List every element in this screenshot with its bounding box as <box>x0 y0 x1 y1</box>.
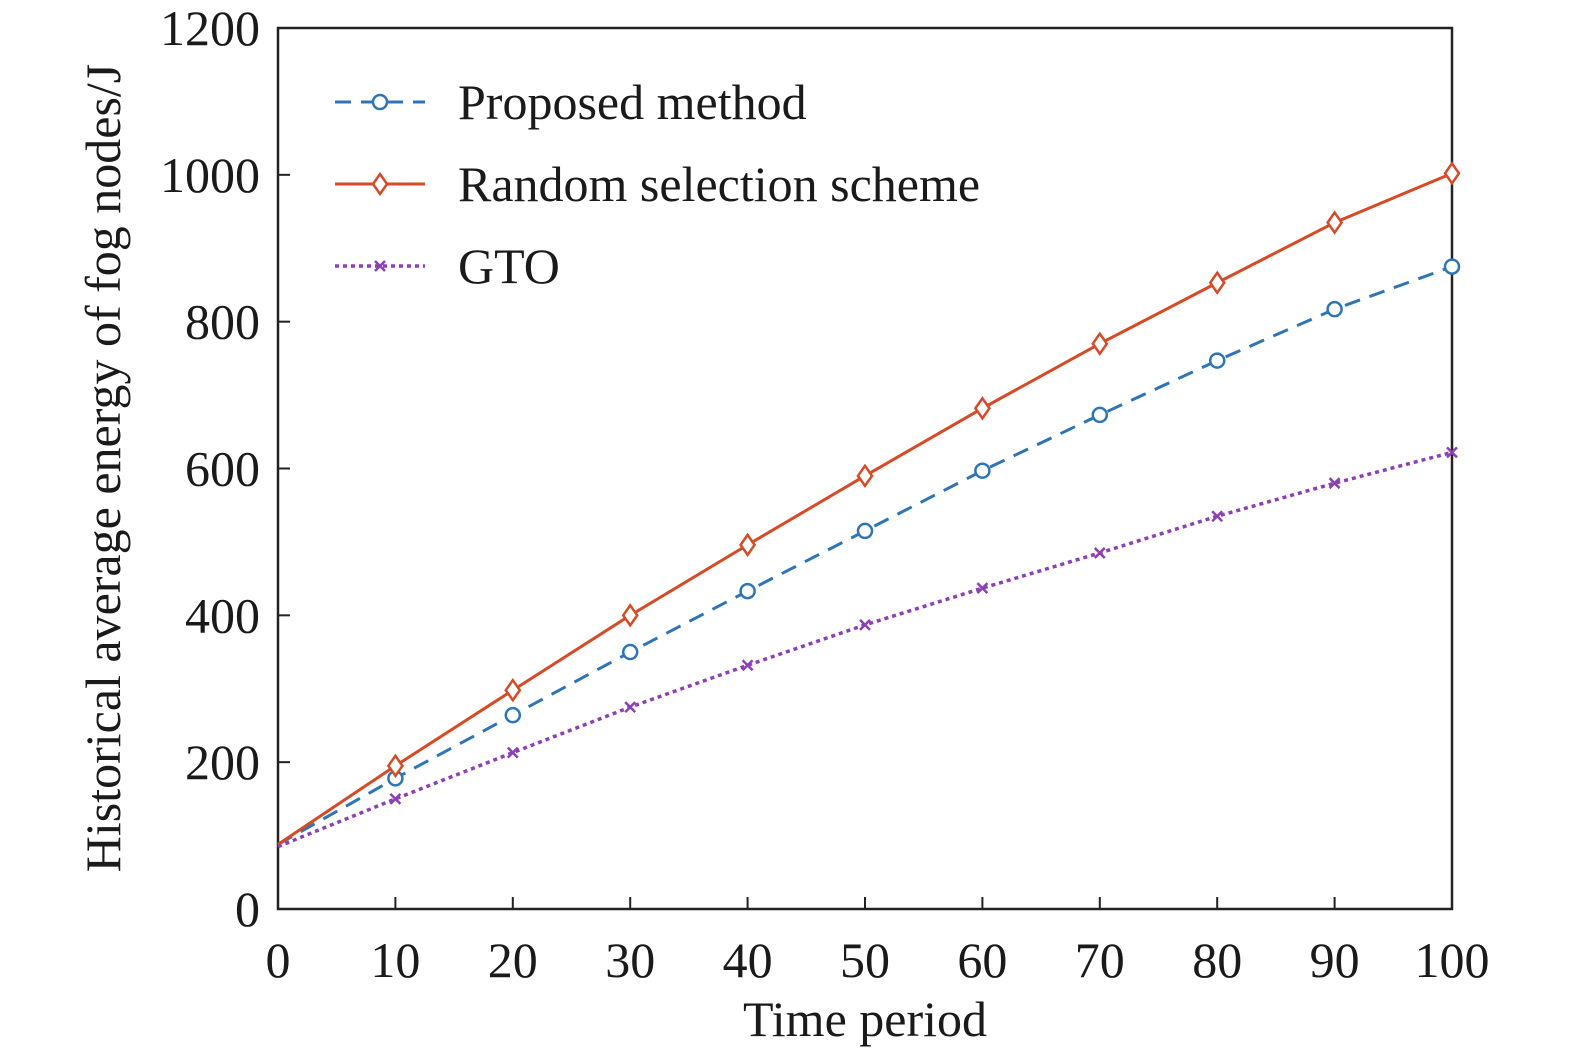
x-tick-label: 70 <box>1075 932 1125 988</box>
y-tick-label: 800 <box>185 294 260 350</box>
data-point <box>741 659 754 672</box>
x-tick-label: 50 <box>840 932 890 988</box>
series-1 <box>277 161 1461 846</box>
legend-marker <box>371 171 389 197</box>
data-point <box>976 582 989 595</box>
data-point <box>1093 547 1106 559</box>
data-point <box>1328 477 1341 490</box>
data-point <box>1208 352 1226 369</box>
data-point <box>1326 300 1343 318</box>
data-point <box>739 582 756 600</box>
y-axis-title: Historical average energy of fog nodes/J <box>75 64 131 873</box>
data-point <box>1443 258 1461 275</box>
x-tick-label: 0 <box>266 932 291 988</box>
data-point <box>739 532 757 558</box>
data-point <box>386 753 404 779</box>
data-point <box>859 618 871 631</box>
x-tick-label: 30 <box>605 932 655 988</box>
x-tick-label: 40 <box>723 932 773 988</box>
legend-label: Proposed method <box>458 74 807 130</box>
data-point <box>1326 210 1344 235</box>
legend-label: GTO <box>458 238 560 294</box>
x-tick-label: 10 <box>370 932 420 988</box>
legend-marker <box>374 260 386 272</box>
data-point <box>624 701 637 713</box>
y-tick-label: 400 <box>185 587 260 643</box>
series-0 <box>277 258 1461 846</box>
y-tick-label: 1000 <box>160 147 260 203</box>
x-tick-label: 60 <box>957 932 1007 988</box>
y-tick-label: 600 <box>185 441 260 497</box>
legend-item: GTO <box>335 238 560 294</box>
data-point <box>1211 510 1224 523</box>
data-point <box>504 678 522 703</box>
x-axis-title: Time period <box>743 991 987 1047</box>
data-point <box>506 746 519 759</box>
x-axis-ticks: 0 10 20 30 40 50 60 70 80 90 100 <box>266 897 1490 988</box>
data-point <box>974 462 991 479</box>
data-point <box>1091 331 1109 356</box>
data-point <box>621 603 639 628</box>
legend: Proposed method Random selection scheme GT… <box>335 74 980 294</box>
data-point <box>856 522 874 540</box>
data-point <box>1091 406 1109 424</box>
data-point <box>973 396 991 421</box>
x-tick-label: 90 <box>1310 932 1360 988</box>
x-tick-label: 20 <box>488 932 538 988</box>
series-line <box>277 171 1453 846</box>
y-tick-label: 0 <box>235 881 260 937</box>
data-point <box>621 643 639 661</box>
legend-marker <box>371 93 389 111</box>
data-point <box>389 792 402 805</box>
legend-item: Random selection scheme <box>335 156 980 212</box>
data-point <box>504 706 522 724</box>
data-point <box>1446 446 1458 459</box>
legend-label: Random selection scheme <box>458 156 980 212</box>
series-2 <box>277 446 1458 849</box>
data-point <box>1208 270 1226 295</box>
legend-item: Proposed method <box>335 74 807 130</box>
series-layer <box>277 161 1461 849</box>
data-point <box>1443 161 1461 186</box>
data-point <box>856 463 874 489</box>
y-tick-label: 1200 <box>160 0 260 56</box>
series-line <box>277 450 1453 849</box>
y-tick-label: 200 <box>185 734 260 790</box>
y-axis-ticks: 0 200 400 600 800 1000 1200 <box>160 0 290 937</box>
x-tick-label: 100 <box>1415 932 1490 988</box>
x-tick-label: 80 <box>1192 932 1242 988</box>
series-line <box>277 265 1453 846</box>
